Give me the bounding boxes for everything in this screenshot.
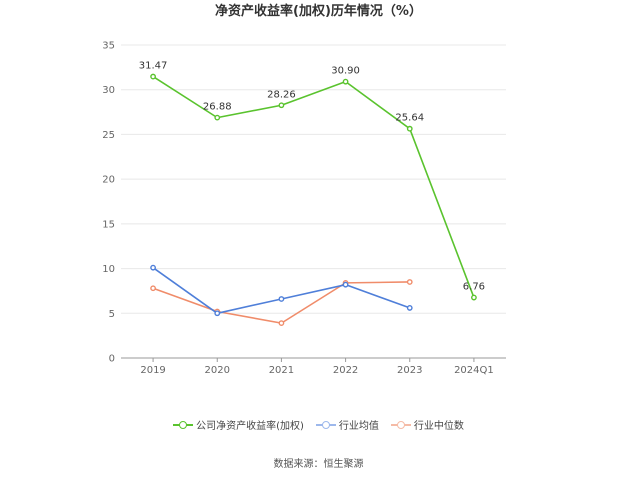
data-point <box>278 320 285 327</box>
x-tick-label: 2023 <box>397 365 422 376</box>
data-point <box>342 78 349 85</box>
y-tick-label: 15 <box>102 219 115 230</box>
data-label: 30.90 <box>331 66 360 77</box>
data-label: 6.76 <box>463 282 485 293</box>
data-label: 31.47 <box>139 61 168 72</box>
data-point <box>406 305 413 311</box>
y-tick-label: 0 <box>109 354 115 365</box>
x-tick-label: 2022 <box>333 365 358 376</box>
data-point <box>278 102 285 109</box>
x-tick-label: 2024Q1 <box>454 365 494 376</box>
y-tick-label: 20 <box>102 175 115 186</box>
legend-label-industry-mean: 行业均值 <box>338 421 379 432</box>
data-label: 26.88 <box>203 102 232 113</box>
data-point <box>278 296 285 302</box>
chart-title: 净资产收益率(加权)历年情况（%） <box>215 4 422 19</box>
legend-swatch-industry-median <box>390 420 411 430</box>
data-point <box>214 114 221 121</box>
x-tick-label: 2021 <box>269 365 294 376</box>
legend-item-industry-median[interactable]: 行业中位数 <box>390 417 464 432</box>
legend-label-company-roe: 公司净资产收益率(加权) <box>196 421 304 432</box>
legend-item-company-roe[interactable]: 公司净资产收益率(加权) <box>173 417 304 432</box>
data-point <box>150 264 156 271</box>
legend-item-industry-mean[interactable]: 行业均值 <box>315 417 379 432</box>
legend-swatch-industry-mean <box>315 420 336 430</box>
y-tick-label: 25 <box>102 130 115 141</box>
series-line-1 <box>152 267 411 315</box>
data-point <box>214 310 221 317</box>
data-point <box>406 125 413 132</box>
legend: 公司净资产收益率(加权) 行业均值 行业中位数 <box>0 417 637 432</box>
data-point <box>150 73 156 80</box>
y-tick-label: 30 <box>102 85 115 96</box>
data-label: 25.64 <box>395 113 424 124</box>
x-tick-label: 2019 <box>140 365 165 376</box>
y-tick-label: 35 <box>102 41 115 52</box>
y-tick-label: 10 <box>102 264 115 275</box>
data-point <box>342 281 349 288</box>
series-line-2 <box>152 281 410 324</box>
x-tick-label: 2020 <box>205 365 230 376</box>
series-line-0 <box>152 75 475 298</box>
data-source-note: 数据来源：恒生聚源 <box>273 459 364 470</box>
data-point <box>406 279 413 285</box>
data-point <box>471 294 477 301</box>
y-tick-label: 5 <box>109 309 115 320</box>
data-point <box>150 285 156 292</box>
data-label: 28.26 <box>267 89 296 100</box>
legend-label-industry-median: 行业中位数 <box>413 421 464 432</box>
legend-swatch-company-roe <box>173 420 194 430</box>
